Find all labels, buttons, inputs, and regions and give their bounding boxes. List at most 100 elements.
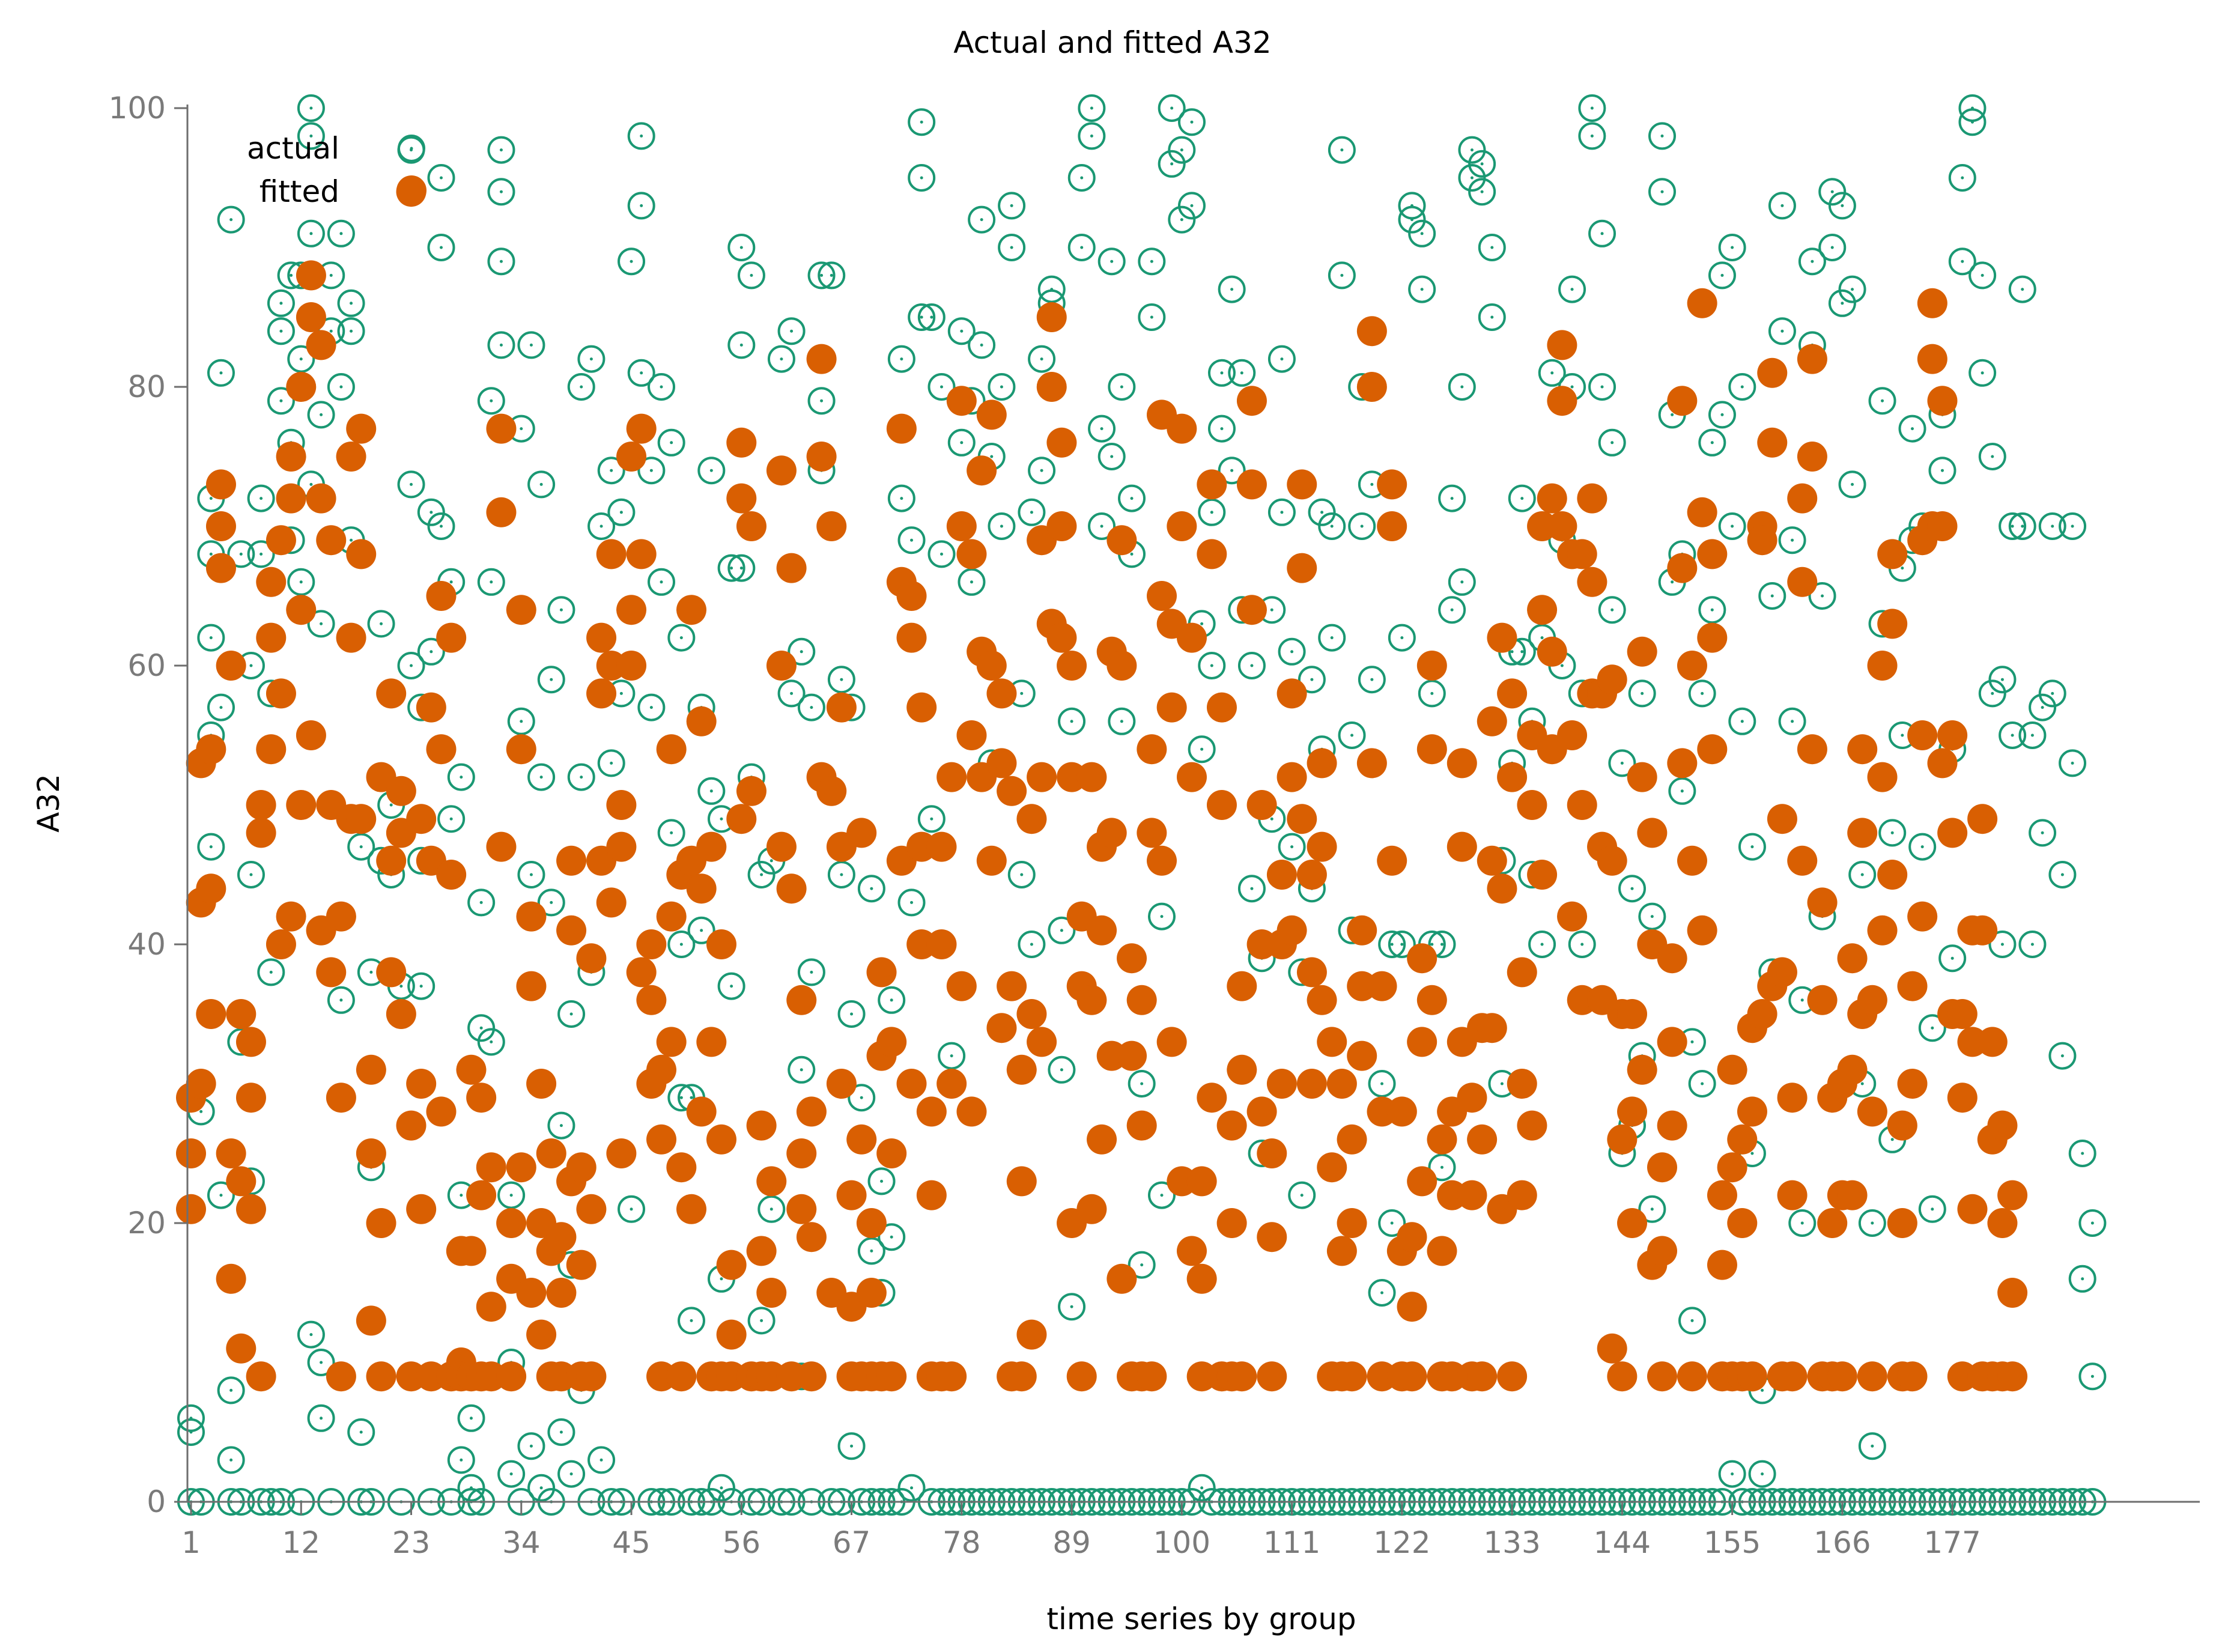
fitted-point — [1006, 1361, 1037, 1392]
actual-point — [1218, 275, 1246, 303]
fitted-point — [1497, 762, 1528, 792]
fitted-point — [1727, 1208, 1758, 1238]
fitted-point — [946, 511, 977, 541]
actual-point — [297, 122, 325, 150]
fitted-point — [1777, 1361, 1808, 1392]
fitted-point — [1276, 678, 1307, 709]
actual-point — [1418, 679, 1446, 708]
fitted-point — [576, 1194, 607, 1224]
fitted-point — [1657, 1027, 1687, 1057]
actual-point — [447, 763, 475, 791]
fitted-point — [506, 734, 536, 765]
fitted-point — [1687, 288, 1717, 318]
fitted-point — [1497, 1361, 1528, 1392]
fitted-point — [546, 1278, 577, 1308]
actual-point — [1148, 1181, 1176, 1209]
fitted-point — [1296, 1069, 1327, 1099]
actual-point — [2078, 1362, 2107, 1391]
actual-point — [1608, 749, 1636, 777]
actual-point — [1868, 387, 1896, 415]
fitted-point — [816, 511, 847, 541]
x-axis-title: time series by group — [1046, 1602, 1356, 1636]
actual-point — [1538, 359, 1566, 387]
fitted-point — [786, 1138, 817, 1168]
fitted-point — [1567, 539, 1597, 569]
fitted-point — [1997, 1278, 2028, 1308]
actual-point — [1568, 931, 1596, 958]
fitted-point — [796, 1096, 827, 1127]
actual-point — [1948, 247, 1976, 276]
actual-point — [667, 1084, 696, 1112]
actual-point — [1718, 1460, 1746, 1488]
fitted-point — [1637, 818, 1668, 848]
fitted-point — [296, 260, 326, 291]
fitted-point — [436, 622, 467, 653]
fitted-point — [726, 483, 757, 514]
actual-point — [517, 861, 545, 888]
fitted-point — [1897, 1069, 1928, 1099]
actual-point — [1578, 94, 1606, 122]
actual-point — [487, 136, 515, 164]
fitted-point — [426, 581, 457, 611]
fitted-point — [1597, 845, 1627, 876]
fitted-point — [1117, 1040, 1147, 1071]
actual-point — [2068, 1265, 2096, 1293]
fitted-point — [1697, 734, 1728, 765]
fitted-point — [436, 860, 467, 890]
fitted-point — [1377, 511, 1407, 541]
actual-point — [1648, 122, 1677, 150]
x-tick-label: 122 — [1373, 1525, 1430, 1560]
fitted-point — [1647, 1152, 1678, 1183]
fitted-point — [1307, 748, 1337, 779]
fitted-point — [1747, 999, 1777, 1029]
actual-point — [1088, 512, 1116, 540]
fitted-point — [466, 1180, 497, 1210]
actual-point — [267, 317, 295, 345]
actual-point — [837, 1432, 866, 1460]
fitted-point — [1747, 525, 1777, 556]
x-tick-label: 144 — [1594, 1525, 1651, 1560]
fitted-point — [1577, 483, 1607, 514]
actual-point — [1267, 345, 1296, 373]
fitted-point — [506, 1152, 536, 1183]
actual-point — [657, 819, 685, 847]
fitted-point — [286, 372, 317, 402]
fitted-point — [1697, 539, 1728, 569]
fitted-point — [266, 678, 296, 709]
fitted-point — [876, 1361, 907, 1392]
fitted-point — [276, 483, 306, 514]
actual-point — [177, 1404, 205, 1432]
fitted-point — [1777, 1180, 1808, 1210]
actual-point — [1818, 234, 1847, 261]
fitted-point — [1307, 831, 1337, 862]
actual-point — [1818, 178, 1847, 206]
actual-point — [327, 986, 355, 1014]
actual-point — [797, 693, 825, 721]
legend-marker-fitted — [396, 175, 426, 205]
actual-point — [257, 958, 285, 986]
fitted-point — [326, 1083, 356, 1113]
actual-point — [517, 1432, 545, 1460]
actual-point — [867, 1167, 896, 1195]
actual-point — [827, 861, 855, 888]
fitted-point — [1837, 943, 1868, 974]
fitted-point — [606, 831, 637, 862]
fitted-point — [1137, 818, 1167, 848]
fitted-point — [967, 455, 997, 486]
actual-point — [567, 763, 595, 791]
fitted-point — [386, 999, 416, 1029]
fitted-point — [205, 469, 236, 500]
fitted-point — [1176, 622, 1207, 653]
fitted-point — [1087, 1124, 1117, 1155]
fitted-point — [1907, 720, 1938, 750]
actual-point — [1928, 457, 1956, 485]
actual-point — [507, 707, 535, 735]
x-tick-label: 133 — [1483, 1525, 1540, 1560]
fitted-point — [1367, 971, 1397, 1001]
actual-point — [1988, 931, 2017, 958]
fitted-point — [906, 692, 937, 723]
actual-point — [648, 568, 676, 596]
legend-label-fitted: fitted — [260, 174, 339, 209]
actual-point — [217, 205, 245, 234]
actual-point — [1108, 373, 1136, 401]
